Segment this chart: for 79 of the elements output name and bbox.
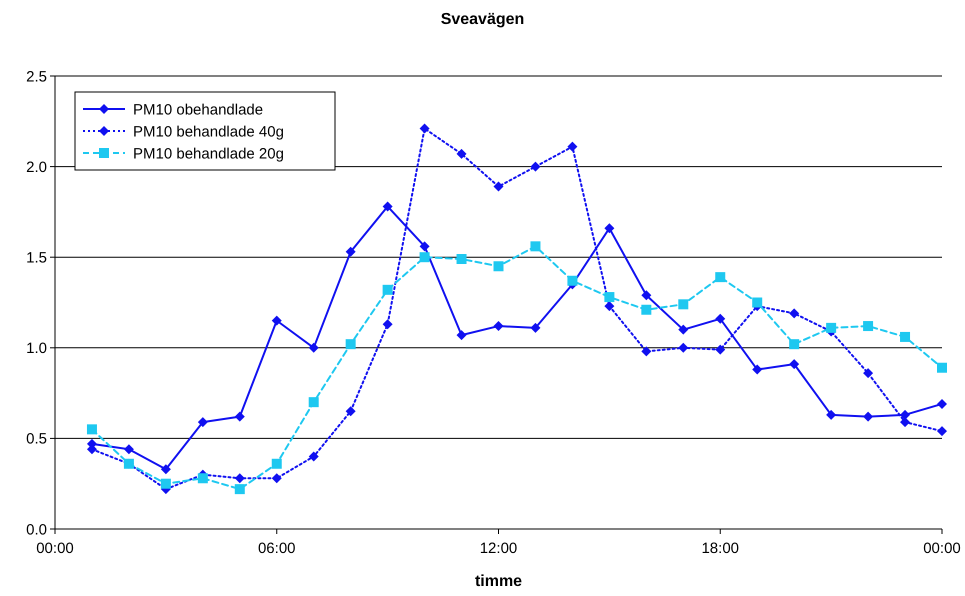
point: [900, 410, 910, 420]
point: [308, 452, 319, 462]
point: [272, 458, 282, 469]
legend-label: PM10 behandlade 20g: [133, 145, 284, 162]
point: [604, 301, 614, 312]
point: [272, 473, 282, 484]
point: [567, 276, 578, 286]
point: [567, 142, 578, 152]
chart-title: Sveavägen: [440, 11, 524, 28]
point: [752, 298, 762, 308]
point: [826, 410, 836, 420]
point: [863, 368, 874, 378]
point: [420, 252, 430, 262]
legend-label: PM10 obehandlade: [133, 101, 264, 118]
point: [715, 272, 726, 282]
point: [308, 342, 319, 353]
point: [604, 292, 614, 302]
legend-label: PM10 behandlade 40g: [133, 123, 284, 140]
point: [530, 322, 540, 333]
point: [272, 316, 282, 326]
x-tick-label: 12:00: [480, 540, 518, 557]
y-tick-label: 1.0: [26, 340, 47, 358]
point: [456, 330, 467, 340]
point: [234, 484, 245, 494]
point: [456, 148, 467, 159]
point: [937, 362, 947, 373]
point: [382, 201, 393, 212]
point: [530, 241, 540, 252]
x-axis-title: timme: [474, 573, 522, 590]
point: [346, 406, 356, 416]
point: [530, 162, 540, 172]
y-tick-label: 0.0: [26, 521, 47, 538]
point: [863, 412, 874, 422]
y-tick-label: 2.5: [26, 68, 47, 86]
point: [494, 182, 504, 192]
point: [494, 321, 504, 332]
point: [494, 261, 504, 272]
point: [86, 424, 97, 434]
point: [308, 397, 319, 408]
point: [826, 322, 836, 333]
point: [678, 324, 688, 335]
x-tick-label: 00:00: [923, 540, 961, 557]
y-tick-label: 1.5: [26, 249, 47, 266]
x-tick-label: 18:00: [701, 540, 740, 557]
point: [789, 308, 800, 318]
point: [382, 284, 393, 295]
point: [456, 254, 467, 264]
point: [678, 299, 688, 310]
point: [604, 223, 614, 234]
point: [715, 314, 726, 324]
point: [937, 426, 947, 436]
point: [234, 412, 245, 422]
point: [900, 332, 910, 342]
point: [234, 473, 245, 484]
point: [124, 444, 134, 454]
point: [863, 321, 874, 332]
point: [752, 364, 762, 375]
y-tick-label: 0.5: [26, 430, 47, 448]
point: [641, 346, 652, 356]
point: [198, 417, 208, 428]
point: [198, 473, 208, 484]
point: [900, 417, 910, 428]
point: [420, 124, 430, 134]
x-tick-label: 00:00: [36, 540, 74, 557]
point: [789, 339, 800, 350]
point: [937, 398, 947, 409]
point: [715, 344, 726, 355]
point: [641, 290, 652, 300]
point: [420, 241, 430, 252]
x-tick-label: 06:00: [258, 540, 296, 557]
point: [160, 478, 171, 489]
point: [678, 342, 688, 353]
point: [382, 319, 393, 330]
point: [346, 339, 356, 350]
y-tick-label: 2.0: [26, 158, 47, 176]
point: [346, 246, 356, 257]
point: [641, 304, 652, 315]
point: [160, 464, 171, 474]
point: [789, 359, 800, 370]
